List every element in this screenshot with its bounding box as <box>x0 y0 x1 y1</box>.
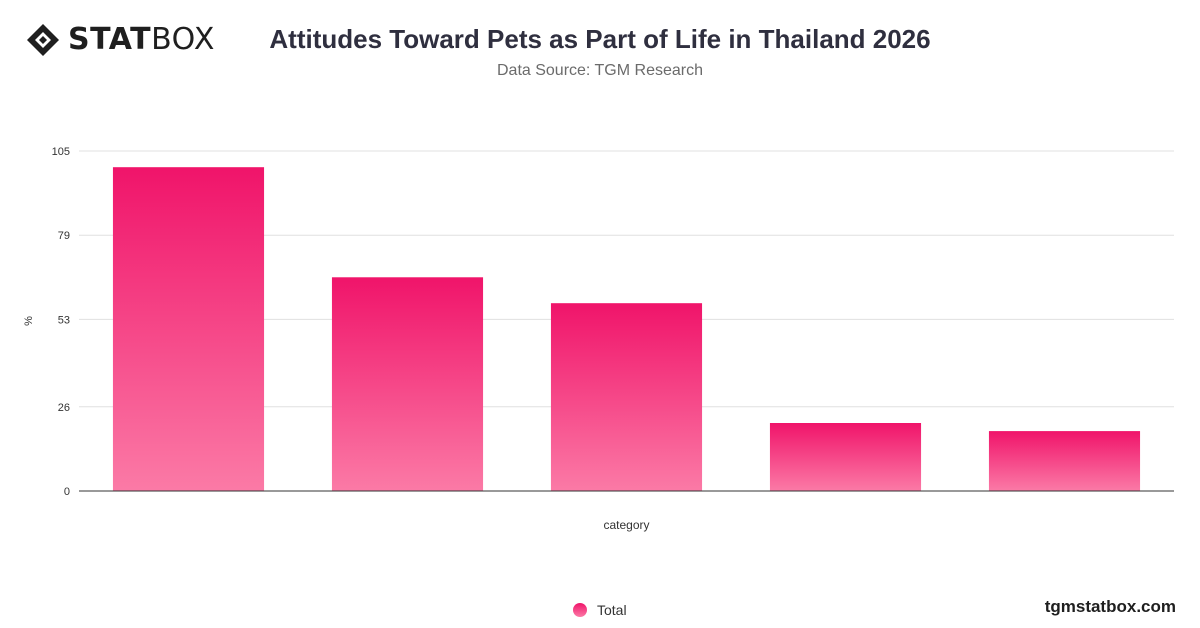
legend[interactable]: Total <box>573 602 627 618</box>
bar-5[interactable] <box>988 431 1141 491</box>
bar-2[interactable] <box>331 277 484 491</box>
bar-1[interactable] <box>112 167 265 491</box>
brand-wordmark-strong: STAT <box>68 22 152 57</box>
watermark: tgmstatbox.com <box>1044 597 1176 616</box>
y-tick-label: 0 <box>64 486 70 498</box>
brand-wordmark-light: BOX <box>151 22 215 57</box>
bars <box>112 167 1141 491</box>
y-tick-label: 79 <box>58 230 70 242</box>
chart-subtitle: Data Source: TGM Research <box>496 62 703 79</box>
y-tick-label: 53 <box>58 314 70 326</box>
diamond-logo-icon <box>27 24 59 56</box>
x-axis-label: category <box>603 518 649 532</box>
bar-3[interactable] <box>550 303 703 491</box>
legend-swatch-total <box>573 603 587 617</box>
y-tick-label: 105 <box>52 146 70 158</box>
brand-logo: STATBOX <box>26 22 215 58</box>
y-axis-ticks: 0 26 53 79 105 <box>52 146 70 498</box>
y-axis-label: % <box>23 316 35 326</box>
chart-title: Attitudes Toward Pets as Part of Life in… <box>269 24 931 54</box>
y-tick-label: 26 <box>58 402 70 414</box>
bar-4[interactable] <box>769 423 922 491</box>
legend-label-total: Total <box>597 602 627 618</box>
brand-wordmark: STATBOX <box>68 22 215 58</box>
